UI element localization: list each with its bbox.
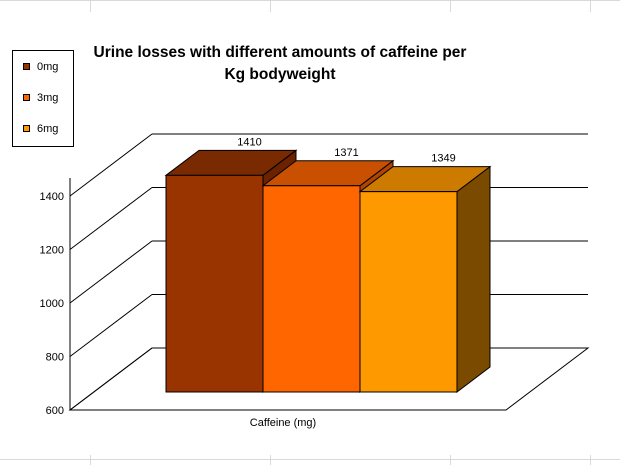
- bar-side-6mg: [456, 165, 491, 394]
- chart-title-line-1: Urine losses with different amounts of c…: [93, 44, 467, 61]
- bar-6mg: [359, 191, 458, 393]
- gridline-side: [69, 294, 153, 357]
- legend-label-6mg: 6mg: [37, 123, 59, 135]
- legend-swatch-3mg: [23, 94, 30, 101]
- gridline-side: [69, 187, 153, 250]
- chart-labels: 600 800 1000 1200 1400 1410 1371 1349 Caffeine (…: [40, 136, 456, 429]
- y-tick-label: 1000: [40, 298, 64, 310]
- legend-label-3mg: 3mg: [37, 92, 59, 104]
- data-label-0mg: 1410: [237, 136, 261, 148]
- chart-bars: [164, 149, 492, 394]
- gridline-side: [69, 240, 153, 304]
- data-label-3mg: 1371: [334, 147, 358, 159]
- gridline-side: [69, 347, 153, 411]
- y-tick-label: 1400: [40, 191, 64, 203]
- legend-swatch-6mg: [23, 125, 30, 132]
- legend: 0mg 3mg 6mg: [12, 50, 74, 147]
- data-label-6mg: 1349: [431, 153, 455, 165]
- legend-swatch-0mg: [23, 63, 30, 70]
- y-tick-label: 600: [46, 405, 64, 417]
- y-tick-label: 800: [46, 352, 64, 364]
- x-axis-label: Caffeine (mg): [250, 417, 316, 429]
- bar-3mg: [262, 185, 361, 393]
- gridline-side: [69, 133, 153, 197]
- legend-label-0mg: 0mg: [37, 61, 59, 73]
- y-tick-label: 1200: [40, 245, 64, 257]
- chart-title: Urine losses with different amounts of c…: [80, 42, 480, 86]
- bar-0mg: [165, 174, 264, 393]
- chart-title-line-2: Kg bodyweight: [224, 66, 336, 83]
